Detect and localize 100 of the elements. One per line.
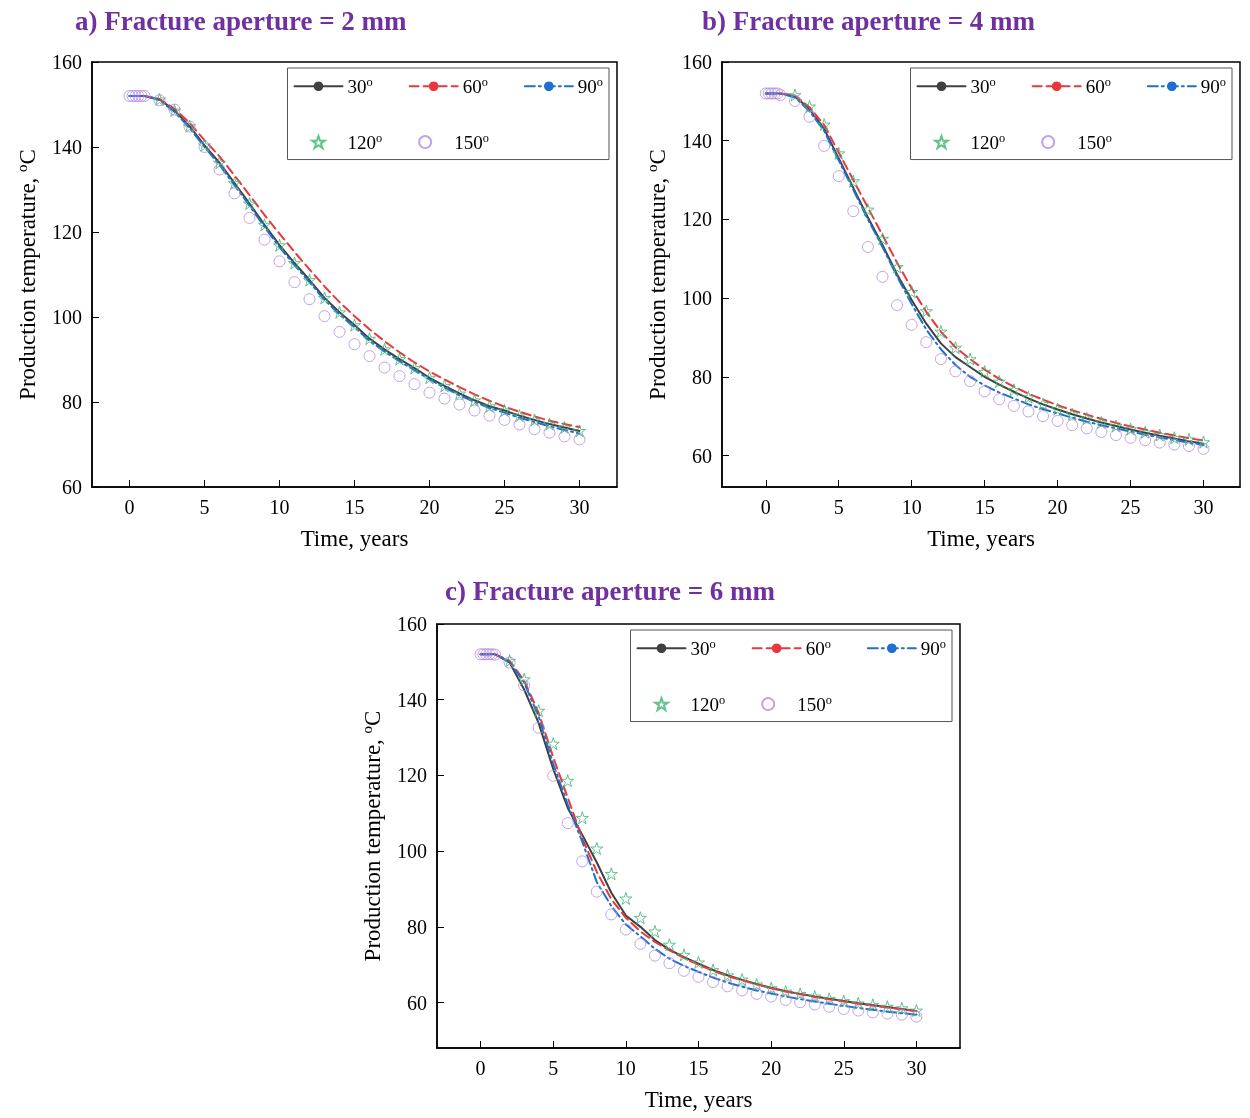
- chart-title: b) Fracture aperture = 4 mm: [702, 5, 1036, 36]
- y-tick-label: 160: [397, 613, 427, 635]
- point: [547, 769, 560, 782]
- point: [677, 948, 691, 962]
- point: [648, 924, 662, 938]
- point: [1124, 431, 1137, 444]
- point: [1109, 429, 1122, 442]
- y-tick-label: 80: [692, 365, 712, 388]
- x-tick-label: 10: [901, 496, 922, 518]
- point: [513, 418, 526, 431]
- point: [847, 205, 860, 218]
- point: [895, 1001, 909, 1015]
- point: [818, 139, 831, 152]
- y-tick-label: 60: [62, 476, 82, 498]
- point: [764, 981, 778, 995]
- point: [721, 980, 734, 993]
- x-tick-label: 30: [569, 496, 590, 518]
- x-tick-label: 0: [124, 496, 135, 518]
- x-tick-label: 20: [419, 496, 440, 518]
- point: [852, 1004, 865, 1017]
- y-tick-label: 140: [397, 688, 427, 711]
- point: [619, 891, 633, 905]
- point: [1036, 397, 1050, 411]
- y-tick-label: 160: [682, 51, 712, 73]
- point: [288, 256, 301, 270]
- point: [543, 426, 556, 439]
- point: [861, 240, 874, 253]
- point: [793, 987, 807, 1001]
- y-tick-label: 60: [407, 991, 427, 1014]
- point: [483, 399, 496, 413]
- point: [890, 260, 904, 274]
- point: [348, 338, 361, 351]
- point: [750, 977, 764, 991]
- x-tick-label: 15: [344, 496, 365, 518]
- y-tick-label: 80: [407, 915, 427, 938]
- point: [866, 998, 880, 1012]
- point: [993, 393, 1006, 406]
- point: [964, 375, 977, 388]
- point: [823, 1000, 836, 1013]
- x-axis-title: Time, years: [927, 526, 1035, 551]
- point: [909, 1004, 923, 1018]
- point: [1153, 428, 1167, 442]
- x-tick-label: 5: [548, 1057, 559, 1079]
- point: [633, 911, 647, 925]
- point: [706, 963, 720, 977]
- point: [483, 409, 496, 422]
- point: [532, 704, 546, 718]
- point: [453, 398, 466, 411]
- point: [258, 218, 271, 232]
- point: [558, 430, 571, 443]
- point: [1153, 436, 1166, 449]
- point: [861, 203, 875, 217]
- point: [1124, 422, 1138, 436]
- y-tick-label: 140: [52, 136, 82, 158]
- x-tick-label: 15: [974, 496, 995, 518]
- x-tick-label: 5: [199, 496, 210, 518]
- point: [558, 421, 571, 434]
- y-tick-label: 100: [397, 840, 427, 863]
- point: [1022, 405, 1035, 418]
- point: [393, 370, 406, 383]
- point: [919, 304, 933, 318]
- point: [303, 273, 316, 287]
- point: [634, 937, 647, 950]
- point: [1095, 425, 1108, 438]
- point: [837, 1003, 850, 1015]
- point: [736, 984, 749, 997]
- point: [378, 361, 391, 374]
- point: [891, 299, 904, 312]
- y-tick-label: 120: [397, 764, 427, 787]
- point: [561, 774, 575, 788]
- y-tick-label: 60: [692, 444, 712, 467]
- point: [963, 352, 977, 366]
- point: [788, 94, 801, 107]
- point: [213, 156, 226, 170]
- point: [423, 386, 436, 399]
- x-tick-label: 5: [833, 496, 844, 518]
- y-axis-title: Production temperature, oC: [359, 710, 385, 962]
- point: [1080, 422, 1093, 435]
- y-tick-label: 140: [682, 129, 712, 152]
- point: [837, 994, 851, 1008]
- point: [663, 957, 676, 970]
- point: [605, 908, 618, 921]
- point: [846, 174, 860, 188]
- point: [788, 88, 802, 102]
- x-tick-label: 30: [906, 1057, 927, 1079]
- point: [378, 342, 391, 356]
- point: [817, 118, 831, 132]
- point: [318, 310, 331, 323]
- x-tick-label: 10: [615, 1057, 636, 1079]
- point: [498, 404, 511, 417]
- point: [498, 413, 511, 426]
- point: [288, 276, 301, 289]
- y-tick-label: 100: [52, 306, 82, 328]
- point: [920, 336, 933, 349]
- point: [808, 990, 822, 1004]
- point: [750, 987, 763, 1000]
- point: [573, 424, 586, 438]
- point: [258, 233, 271, 246]
- point: [1197, 442, 1210, 455]
- x-tick-label: 15: [688, 1057, 709, 1079]
